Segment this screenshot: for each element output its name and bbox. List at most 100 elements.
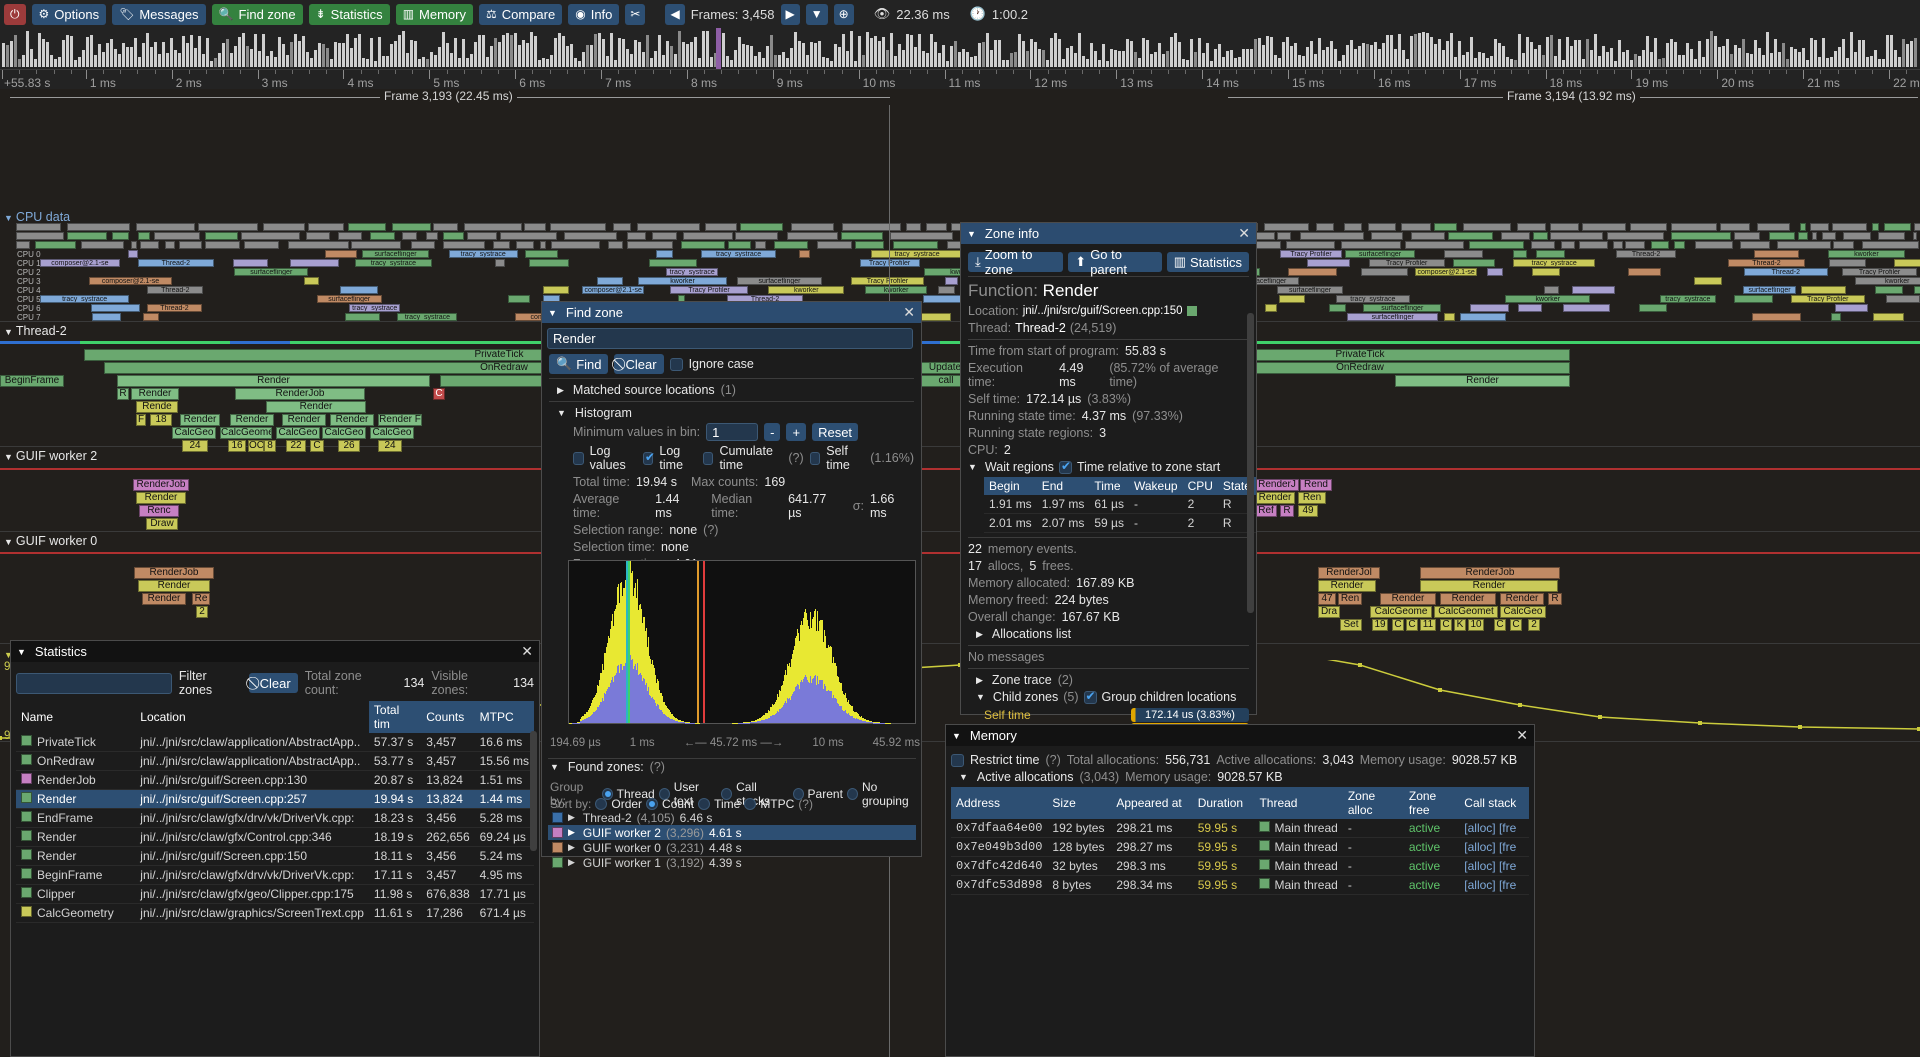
- frame-bar[interactable]: [1166, 50, 1169, 67]
- stats-col-location[interactable]: Location: [135, 701, 369, 733]
- frame-bar[interactable]: [1402, 49, 1405, 67]
- frame-bar[interactable]: [1286, 37, 1289, 67]
- frame-bar[interactable]: [210, 60, 213, 67]
- frame-bar[interactable]: [1354, 49, 1357, 67]
- frame-bar[interactable]: [86, 37, 89, 67]
- frame-bar[interactable]: [934, 41, 937, 67]
- frame-bar[interactable]: [886, 50, 889, 67]
- timeline-zone[interactable]: RenderJob: [134, 567, 214, 579]
- cpu-thread-block[interactable]: composer@2.1-se: [40, 259, 120, 267]
- frame-bar[interactable]: [730, 59, 733, 67]
- cpu-activity-block[interactable]: [492, 241, 511, 249]
- frame-bar[interactable]: [1102, 44, 1105, 67]
- frame-bar[interactable]: [1018, 34, 1021, 67]
- frame-bar[interactable]: [602, 38, 605, 67]
- cpu-thread-block[interactable]: [1874, 286, 1904, 294]
- cpu-activity-block[interactable]: [1411, 232, 1445, 240]
- frame-bar[interactable]: [74, 59, 77, 67]
- cpu-activity-block[interactable]: [1277, 232, 1292, 240]
- cpu-activity-block[interactable]: [1756, 223, 1791, 231]
- cpu-thread-block[interactable]: [655, 250, 674, 258]
- time-relative-checkbox[interactable]: [1058, 459, 1072, 474]
- cpu-thread-block[interactable]: [1752, 313, 1801, 321]
- center-view-button[interactable]: ⊕: [833, 3, 854, 25]
- frame-bar[interactable]: [434, 54, 437, 67]
- cpu-thread-block[interactable]: Tracy Profiler: [1842, 268, 1917, 276]
- frame-bar[interactable]: [754, 56, 757, 67]
- frame-bar[interactable]: [302, 36, 305, 67]
- frame-bar[interactable]: [366, 59, 369, 67]
- frame-bar[interactable]: [650, 58, 653, 67]
- frame-bar[interactable]: [1870, 55, 1873, 67]
- frame-bar[interactable]: [1038, 49, 1041, 67]
- cpu-activity-block[interactable]: [1810, 223, 1830, 231]
- wait-col-end[interactable]: End: [1036, 477, 1090, 495]
- frame-bar[interactable]: [1022, 41, 1025, 67]
- frame-bar[interactable]: [1838, 47, 1841, 67]
- frame-bar[interactable]: [1314, 53, 1317, 67]
- frame-bar[interactable]: [1338, 60, 1341, 67]
- cpu-thread-block[interactable]: tracy_systrace: [1335, 295, 1411, 303]
- frame-bar[interactable]: [982, 42, 985, 67]
- frame-bar[interactable]: [1462, 55, 1465, 67]
- cpu-thread-block[interactable]: [596, 277, 624, 285]
- cpu-thread-block[interactable]: [345, 313, 380, 321]
- frame-bar[interactable]: [1878, 58, 1881, 67]
- frame-bar[interactable]: [1862, 40, 1865, 67]
- sort-by-count-radio[interactable]: [646, 798, 659, 810]
- frame-bar[interactable]: [582, 51, 585, 67]
- timeline-zone[interactable]: Re: [192, 593, 210, 605]
- mem-col-duration[interactable]: Duration: [1192, 787, 1255, 819]
- histogram-row[interactable]: ▼ Histogram: [549, 406, 914, 420]
- frame-bar[interactable]: [490, 45, 493, 67]
- frame-bar[interactable]: [930, 33, 933, 67]
- cpu-activity-block[interactable]: [1340, 241, 1402, 249]
- frame-bar[interactable]: [1822, 37, 1825, 67]
- sort-by-time-radio[interactable]: [698, 798, 711, 810]
- frame-bar[interactable]: [1866, 57, 1869, 67]
- cpu-activity-block[interactable]: [1720, 223, 1750, 231]
- cpu-thread-block[interactable]: Thread-2: [138, 259, 214, 267]
- track-header-guif-worker-2[interactable]: ▼ GUIF worker 2: [4, 449, 97, 463]
- frame-bar[interactable]: [1062, 58, 1065, 67]
- stats-col-counts[interactable]: Counts: [421, 701, 475, 733]
- frame-bar[interactable]: [382, 55, 385, 67]
- frame-bar[interactable]: [978, 43, 981, 67]
- frame-bar[interactable]: [962, 49, 965, 67]
- frame-bar[interactable]: [1690, 48, 1693, 67]
- frame-bar[interactable]: [22, 54, 25, 67]
- frame-bar[interactable]: [1786, 58, 1789, 67]
- frame-bar[interactable]: [1618, 40, 1621, 67]
- cpu-activity-block[interactable]: [1368, 223, 1396, 231]
- cpu-thread-block[interactable]: [1517, 304, 1543, 312]
- frame-bar[interactable]: [1002, 60, 1005, 67]
- frame-bar[interactable]: [178, 53, 181, 67]
- frame-bar[interactable]: [454, 38, 457, 67]
- frame-bar[interactable]: [458, 58, 461, 67]
- frame-bar[interactable]: [1486, 58, 1489, 67]
- frame-bar[interactable]: [446, 43, 449, 67]
- frame-bar[interactable]: [566, 45, 569, 67]
- histogram-plot[interactable]: [568, 560, 916, 724]
- cpu-activity-block[interactable]: [16, 232, 64, 240]
- frame-bar[interactable]: [422, 57, 425, 67]
- cpu-thread-block[interactable]: Tracy Profiler: [1791, 295, 1865, 303]
- frame-bar[interactable]: [526, 42, 529, 67]
- power-button[interactable]: ⏻: [4, 3, 26, 25]
- frame-bar[interactable]: [1326, 46, 1329, 67]
- frame-bar[interactable]: [1150, 53, 1153, 67]
- frame-bar[interactable]: [1406, 58, 1409, 67]
- frame-bar[interactable]: [1718, 47, 1721, 67]
- cpu-activity-block[interactable]: [1811, 232, 1817, 240]
- frame-bar[interactable]: [794, 32, 797, 67]
- zoom-to-zone-button[interactable]: ⤓ Zoom to zone: [968, 247, 1064, 277]
- frame-bar[interactable]: [1686, 43, 1689, 67]
- cpu-thread-block[interactable]: [798, 250, 811, 258]
- cpu-thread-block[interactable]: Thread-2: [1743, 268, 1828, 276]
- frame-bar[interactable]: [134, 37, 137, 67]
- frame-bar[interactable]: [1226, 51, 1229, 67]
- timeline-zone[interactable]: Rend: [1300, 479, 1332, 491]
- frame-bar[interactable]: [1702, 57, 1705, 67]
- frame-bar[interactable]: [1750, 53, 1753, 67]
- timeline-zone[interactable]: 24: [378, 440, 402, 452]
